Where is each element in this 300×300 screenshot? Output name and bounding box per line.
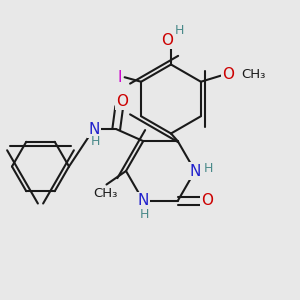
Text: O: O: [161, 33, 173, 48]
Text: N: N: [189, 164, 201, 178]
Text: N: N: [88, 122, 99, 136]
Text: CH₃: CH₃: [242, 68, 266, 81]
Text: N: N: [138, 194, 149, 208]
Text: H: H: [204, 161, 213, 175]
Text: H: H: [175, 24, 184, 37]
Text: O: O: [116, 94, 128, 109]
Text: O: O: [201, 194, 213, 208]
Text: H: H: [140, 208, 149, 221]
Text: CH₃: CH₃: [93, 187, 117, 200]
Text: H: H: [91, 135, 100, 148]
Text: O: O: [222, 67, 234, 82]
Text: I: I: [118, 70, 122, 85]
